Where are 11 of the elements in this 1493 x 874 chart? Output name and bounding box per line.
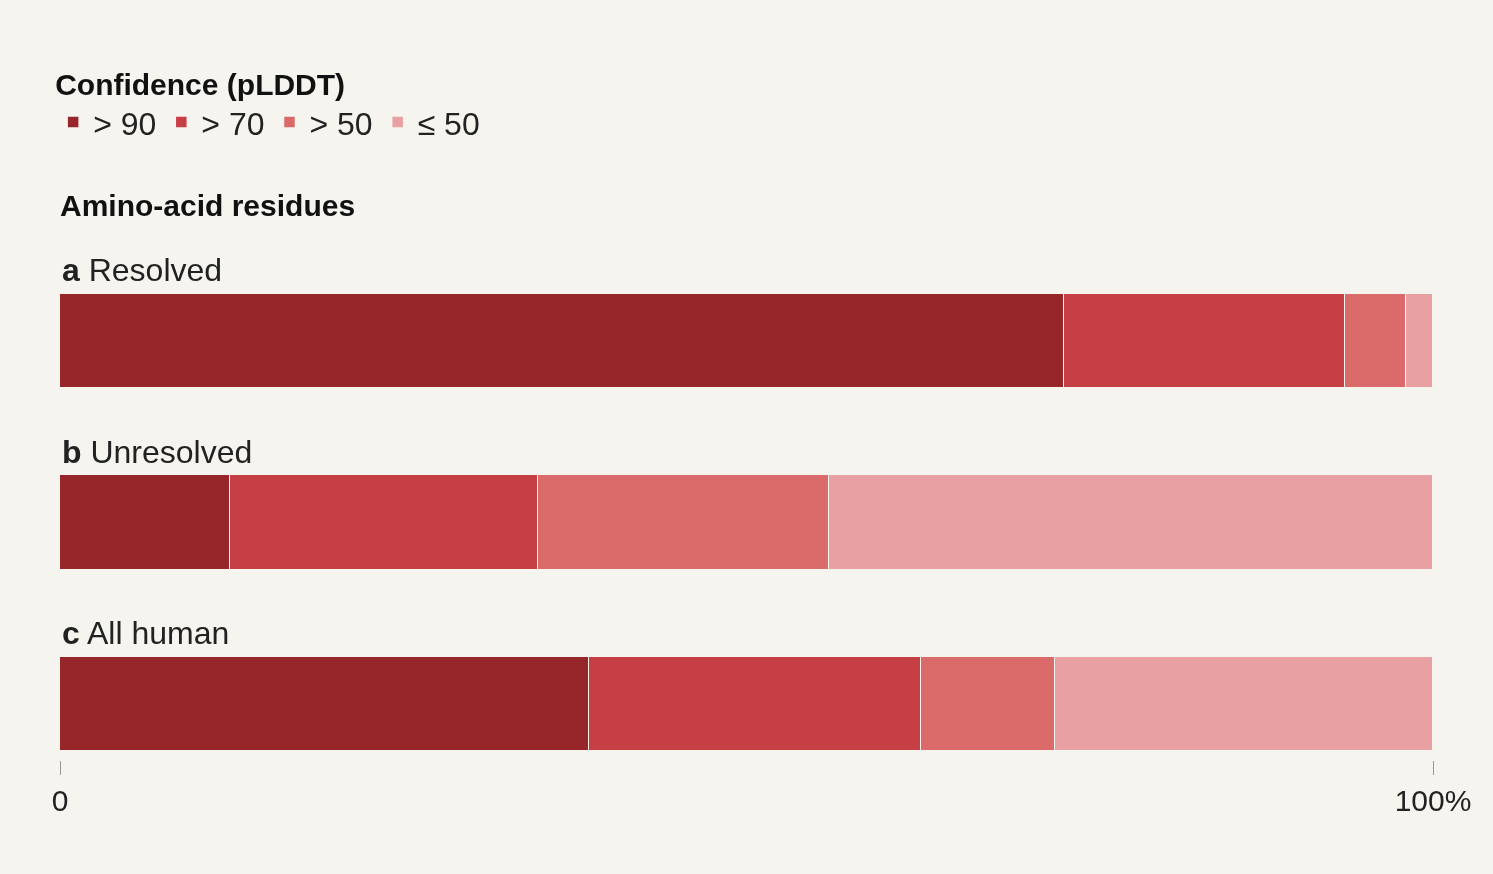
y-tick-label: a Resolved (62, 252, 223, 288)
legend-label: > 70 (201, 105, 265, 142)
y-tick-label: b Unresolved (62, 434, 253, 470)
legend-label: > 50 (309, 105, 373, 142)
legend-label: ≤ 50 (417, 105, 480, 142)
chart-title: Amino-acid residues (60, 188, 356, 222)
x-tick-label: 0 (51, 784, 69, 817)
x-tick-label: 100% (1394, 784, 1472, 817)
y-tick-label: c All human (62, 615, 230, 651)
legend-title: Confidence (pLDDT) (55, 67, 346, 101)
legend-label: > 90 (93, 105, 157, 142)
